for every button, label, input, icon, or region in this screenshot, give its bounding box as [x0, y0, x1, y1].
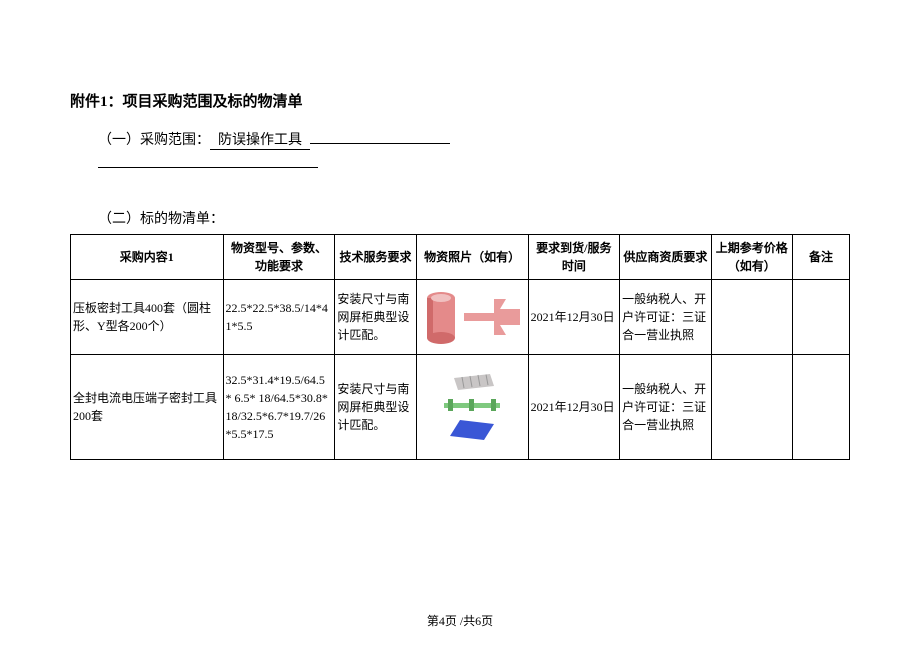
table-row: 压板密封工具400套（圆柱形、Y型各200个） 22.5*22.5*38.5/1… [71, 280, 850, 355]
th-remark: 备注 [792, 235, 849, 280]
attachment-title: 附件1：项目采购范围及标的物清单 [70, 90, 850, 111]
cell-remark [792, 355, 849, 460]
cell-photo [416, 355, 528, 460]
th-spec: 物资型号、参数、功能要求 [223, 235, 335, 280]
page: 附件1：项目采购范围及标的物清单 （一）采购范围：防误操作工具 （二）标的物清单… [0, 0, 920, 651]
cell-tech: 安装尺寸与南网屏柜典型设计匹配。 [335, 355, 416, 460]
th-content: 采购内容1 [71, 235, 224, 280]
cell-date: 2021年12月30日 [528, 355, 620, 460]
cell-spec: 22.5*22.5*38.5/14*41*5.5 [223, 280, 335, 355]
cell-price [711, 280, 792, 355]
scope-underline-second [98, 167, 318, 168]
scope-value: 防误操作工具 [210, 129, 310, 150]
cell-content: 压板密封工具400套（圆柱形、Y型各200个） [71, 280, 224, 355]
cell-date: 2021年12月30日 [528, 280, 620, 355]
items-table: 采购内容1 物资型号、参数、功能要求 技术服务要求 物资照片（如有） 要求到货/… [70, 234, 850, 460]
cylinder-icon [424, 289, 458, 345]
scope-section: （一）采购范围：防误操作工具 [70, 129, 850, 172]
cell-vendor: 一般纳税人、开户许可证：三证合一营业执照 [620, 355, 712, 460]
cell-spec: 32.5*31.4*19.5/64.5 * 6.5* 18/64.5*30.8*… [223, 355, 335, 460]
table-header-row: 采购内容1 物资型号、参数、功能要求 技术服务要求 物资照片（如有） 要求到货/… [71, 235, 850, 280]
list-label: （二）标的物清单： [98, 208, 850, 228]
footer-prefix: 第 [427, 614, 439, 628]
th-tech: 技术服务要求 [335, 235, 416, 280]
cell-content: 全封电流电压端子密封工具200套 [71, 355, 224, 460]
cell-tech: 安装尺寸与南网屏柜典型设计匹配。 [335, 280, 416, 355]
footer-suffix: 页 [481, 614, 493, 628]
cell-vendor: 一般纳税人、开户许可证：三证合一营业执照 [620, 280, 712, 355]
th-price: 上期参考价格（如有） [711, 235, 792, 280]
cell-remark [792, 280, 849, 355]
scope-label: （一）采购范围： [98, 129, 210, 149]
bar-icon [442, 396, 502, 414]
th-photo: 物资照片（如有） [416, 235, 528, 280]
scope-underline-trail [310, 143, 450, 144]
cell-photo [416, 280, 528, 355]
rhombus-icon [450, 416, 494, 442]
th-date: 要求到货/服务时间 [528, 235, 620, 280]
fork-icon [464, 295, 520, 339]
th-vendor: 供应商资质要求 [620, 235, 712, 280]
page-footer: 第4页 /共6页 [0, 612, 920, 629]
block-icon [450, 372, 494, 394]
cell-price [711, 355, 792, 460]
table-row: 全封电流电压端子密封工具200套 32.5*31.4*19.5/64.5 * 6… [71, 355, 850, 460]
footer-mid: 页 /共 [445, 614, 475, 628]
